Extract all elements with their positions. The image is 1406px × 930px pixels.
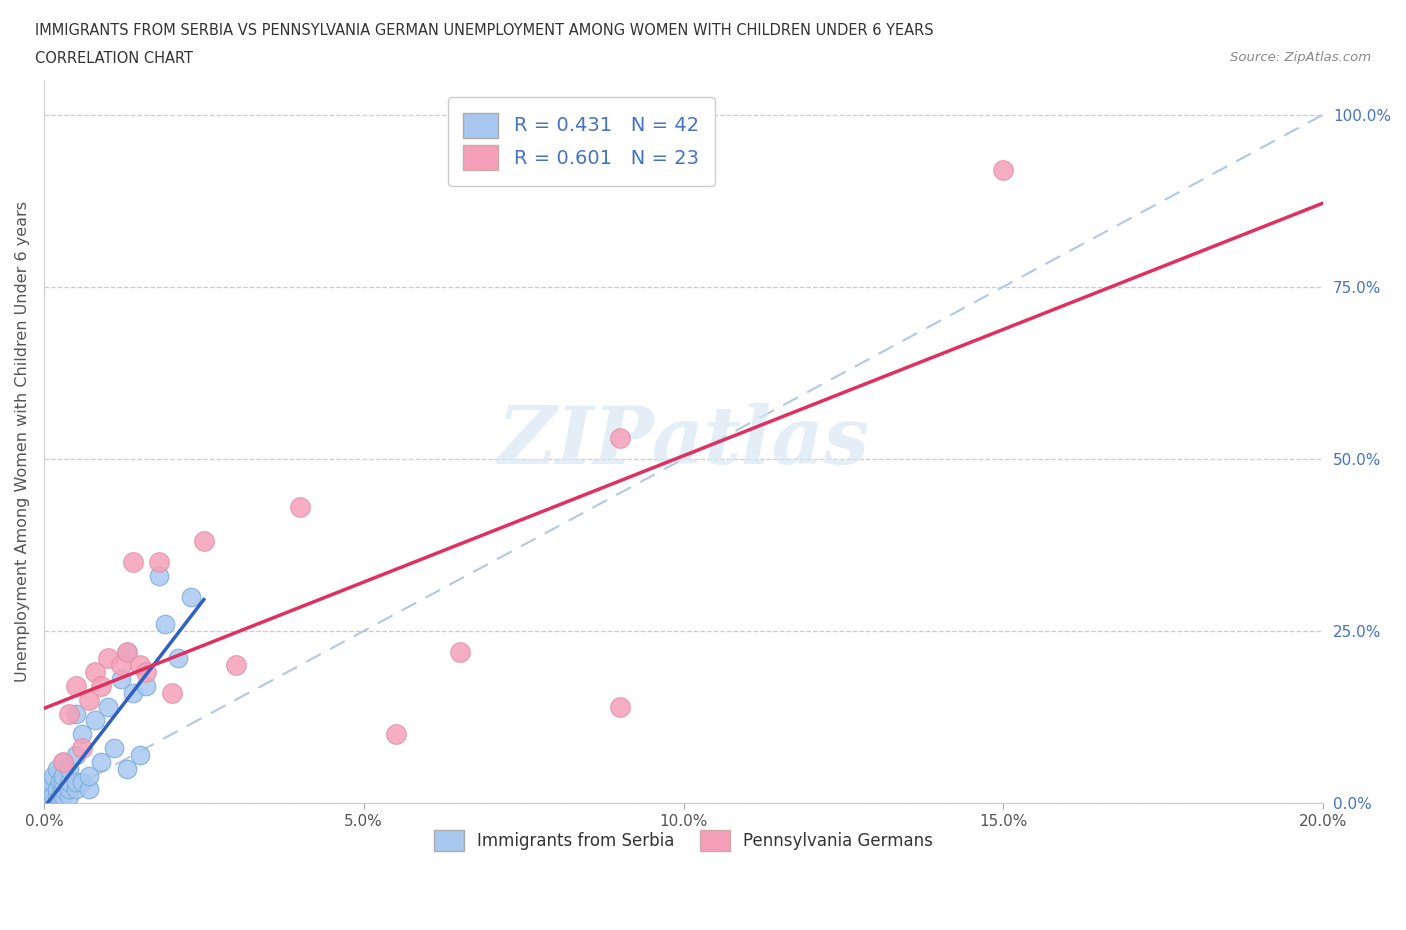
Point — [288, 499, 311, 514]
Point — [77, 782, 100, 797]
Point — [193, 534, 215, 549]
Text: CORRELATION CHART: CORRELATION CHART — [35, 51, 193, 66]
Point — [128, 658, 150, 672]
Point — [128, 748, 150, 763]
Point — [52, 775, 75, 790]
Text: IMMIGRANTS FROM SERBIA VS PENNSYLVANIA GERMAN UNEMPLOYMENT AMONG WOMEN WITH CHIL: IMMIGRANTS FROM SERBIA VS PENNSYLVANIA G… — [35, 23, 934, 38]
Point — [72, 740, 94, 755]
Point — [97, 699, 120, 714]
Point — [65, 782, 87, 797]
Point — [155, 617, 177, 631]
Point — [115, 644, 138, 659]
Point — [135, 665, 157, 680]
Point — [72, 726, 94, 741]
Point — [115, 762, 138, 777]
Point — [84, 713, 107, 728]
Point — [135, 679, 157, 694]
Point — [90, 679, 112, 694]
Y-axis label: Unemployment Among Women with Children Under 6 years: Unemployment Among Women with Children U… — [15, 201, 30, 682]
Legend: Immigrants from Serbia, Pennsylvania Germans: Immigrants from Serbia, Pennsylvania Ger… — [426, 822, 942, 860]
Point — [115, 644, 138, 659]
Point — [84, 665, 107, 680]
Point — [39, 782, 62, 797]
Point — [65, 706, 87, 721]
Point — [160, 685, 183, 700]
Point — [49, 775, 72, 790]
Point — [45, 762, 67, 777]
Point — [58, 762, 80, 777]
Point — [58, 789, 80, 804]
Point — [52, 768, 75, 783]
Point — [58, 782, 80, 797]
Point — [110, 671, 132, 686]
Point — [148, 568, 170, 583]
Point — [122, 685, 145, 700]
Point — [225, 658, 247, 672]
Point — [65, 748, 87, 763]
Point — [39, 789, 62, 804]
Point — [45, 789, 67, 804]
Point — [103, 740, 125, 755]
Point — [110, 658, 132, 672]
Point — [42, 768, 65, 783]
Point — [39, 775, 62, 790]
Point — [52, 754, 75, 769]
Point — [52, 789, 75, 804]
Point — [180, 589, 202, 604]
Point — [65, 679, 87, 694]
Point — [167, 651, 190, 666]
Point — [449, 644, 471, 659]
Text: ZIPatlas: ZIPatlas — [498, 403, 870, 480]
Point — [993, 162, 1015, 177]
Point — [384, 726, 406, 741]
Point — [58, 706, 80, 721]
Point — [45, 782, 67, 797]
Point — [609, 431, 631, 445]
Point — [148, 554, 170, 569]
Point — [609, 699, 631, 714]
Point — [90, 754, 112, 769]
Point — [58, 775, 80, 790]
Point — [97, 651, 120, 666]
Point — [65, 775, 87, 790]
Point — [72, 775, 94, 790]
Text: Source: ZipAtlas.com: Source: ZipAtlas.com — [1230, 51, 1371, 64]
Point — [52, 754, 75, 769]
Point — [35, 789, 58, 804]
Point — [52, 782, 75, 797]
Point — [77, 692, 100, 707]
Point — [122, 554, 145, 569]
Point — [77, 768, 100, 783]
Point — [42, 789, 65, 804]
Point — [49, 789, 72, 804]
